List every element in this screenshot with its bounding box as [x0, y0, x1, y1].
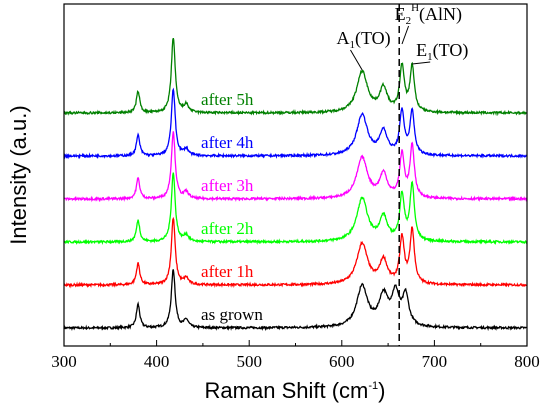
series-label: after 3h [201, 176, 254, 195]
x-tick-label: 700 [422, 352, 448, 371]
x-tick-label: 600 [329, 352, 355, 371]
series-label: after 5h [201, 90, 254, 109]
series-line-1 [63, 216, 528, 289]
series-label: after 2h [201, 219, 254, 238]
spectra-traces [63, 38, 528, 332]
peak-annotations: A1(TO)E2H(AlN) E1(TO) [336, 2, 468, 346]
series-line-5 [63, 38, 528, 117]
peak-pointer [412, 61, 431, 65]
x-axis-label: Raman Shift (cm-1) [205, 378, 386, 403]
peak-label: A1(TO) [336, 28, 390, 51]
series-line-0 [63, 269, 528, 332]
peak-pointer [401, 25, 410, 45]
series-label: after 1h [201, 262, 254, 281]
y-axis-label: Intensity (a.u.) [6, 105, 31, 244]
x-axis-ticks: 300 400 500 600 700 800 [51, 340, 540, 371]
x-tick-label: 400 [144, 352, 170, 371]
x-tick-label: 300 [51, 352, 77, 371]
peak-label: E1(TO) [416, 40, 468, 63]
series-label: after 4h [201, 133, 254, 152]
x-tick-label: 500 [236, 352, 262, 371]
series-labels: as grown after 1h after 2h after 3h after 4h… [201, 90, 263, 324]
series-line-4 [63, 87, 527, 160]
series-label: as grown [201, 305, 263, 324]
peak-label: E2H(AlN) [395, 2, 462, 27]
series-line-2 [63, 172, 528, 246]
peak-pointer [350, 49, 363, 71]
series-line-3 [63, 131, 528, 203]
x-tick-label: 800 [514, 352, 540, 371]
